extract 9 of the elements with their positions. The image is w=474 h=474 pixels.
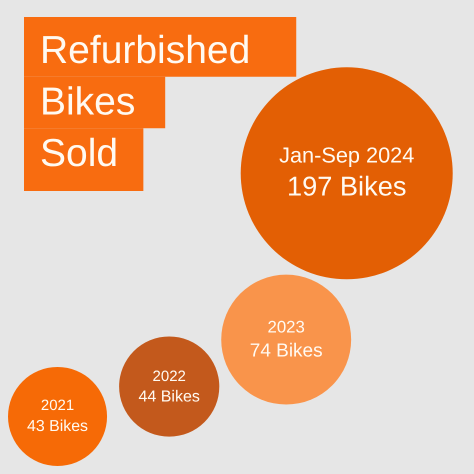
category-label: Jan-Sep 2024 (279, 142, 414, 168)
data-label: 197 Bikes (287, 170, 406, 202)
data-label: 74 Bikes (250, 340, 323, 362)
category-label: 2021 (40, 397, 74, 414)
category-label: 2022 (152, 368, 186, 386)
text: Refurbished Bikes Sold (40, 29, 250, 175)
category-label: 2023 (268, 317, 305, 336)
data-label: 43 Bikes (27, 418, 88, 436)
data-label: 44 Bikes (138, 388, 200, 406)
